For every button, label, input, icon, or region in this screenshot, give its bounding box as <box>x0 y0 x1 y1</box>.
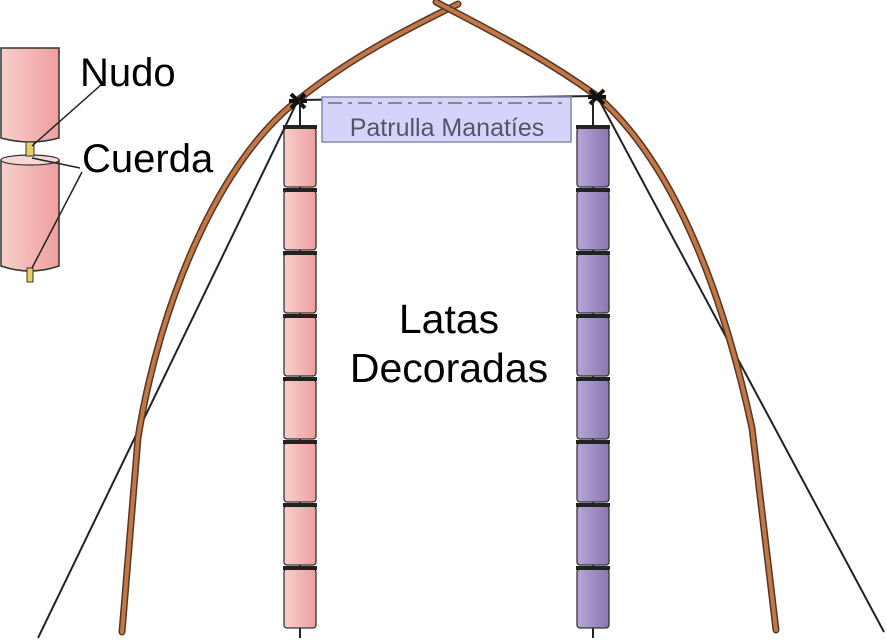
can-rim-right-6 <box>576 440 610 444</box>
can-rim-left-6 <box>283 440 317 444</box>
can-left-5 <box>284 380 316 439</box>
can-rim-left-1 <box>283 125 317 129</box>
can-left-7 <box>284 506 316 565</box>
guy-rope-right <box>597 96 884 632</box>
can-left-3 <box>284 254 316 313</box>
center-label-line2: Decoradas <box>350 345 548 391</box>
can-left-2 <box>284 191 316 250</box>
banner-label: Patrulla Manatíes <box>350 114 545 142</box>
knot-icon <box>26 142 34 156</box>
can-rim-left-5 <box>283 377 317 381</box>
can-right-5 <box>577 380 609 439</box>
knot-label: Nudo <box>80 51 176 95</box>
can-rim-left-4 <box>283 314 317 318</box>
can-left-1 <box>284 128 316 187</box>
can-right-3 <box>577 254 609 313</box>
rope-end-icon <box>27 268 33 282</box>
can-rim-right-1 <box>576 125 610 129</box>
can-rim-right-4 <box>576 314 610 318</box>
can-right-4 <box>577 317 609 376</box>
can-left-6 <box>284 443 316 502</box>
can-rim-right-3 <box>576 251 610 255</box>
detail-inset: Nudo Cuerda <box>1 48 214 282</box>
can-left-4 <box>284 317 316 376</box>
can-rim-left-7 <box>283 503 317 507</box>
can-right-8 <box>577 569 609 628</box>
can-right-1 <box>577 128 609 187</box>
detail-can-top <box>1 48 59 142</box>
detail-can-bottom <box>1 156 59 271</box>
can-column-right <box>576 100 610 638</box>
can-rim-right-8 <box>576 566 610 570</box>
can-rim-right-5 <box>576 377 610 381</box>
can-rim-right-7 <box>576 503 610 507</box>
can-rim-left-3 <box>283 251 317 255</box>
rope-label: Cuerda <box>82 137 214 181</box>
can-rim-left-2 <box>283 188 317 192</box>
can-rim-right-2 <box>576 188 610 192</box>
center-label-line1: Latas <box>399 296 499 342</box>
can-column-left <box>283 100 317 638</box>
can-right-6 <box>577 443 609 502</box>
can-right-2 <box>577 191 609 250</box>
can-rim-left-8 <box>283 566 317 570</box>
can-left-8 <box>284 569 316 628</box>
can-right-7 <box>577 506 609 565</box>
banner: Patrulla Manatíes <box>322 97 571 142</box>
